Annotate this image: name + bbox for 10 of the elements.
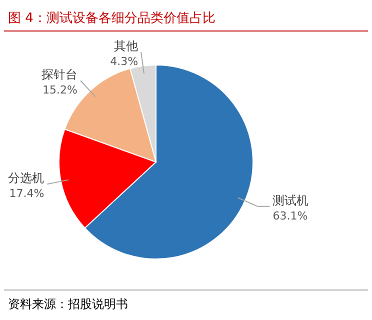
slice-label: 探针台 xyxy=(42,68,78,82)
chart-title: 图 4：测试设备各细分品类价值占比 xyxy=(8,11,216,26)
slice-label: 分选机 xyxy=(8,171,44,186)
data-label: 15.2% xyxy=(42,84,78,97)
data-label: 63.1% xyxy=(272,209,308,222)
data-label: 4.3% xyxy=(110,55,138,68)
data-label: 17.4% xyxy=(9,187,44,200)
slice-label: 其他 xyxy=(114,39,138,54)
slice-label: 测试机 xyxy=(272,193,309,208)
text: 资料来源：招股说明书 xyxy=(8,297,128,311)
